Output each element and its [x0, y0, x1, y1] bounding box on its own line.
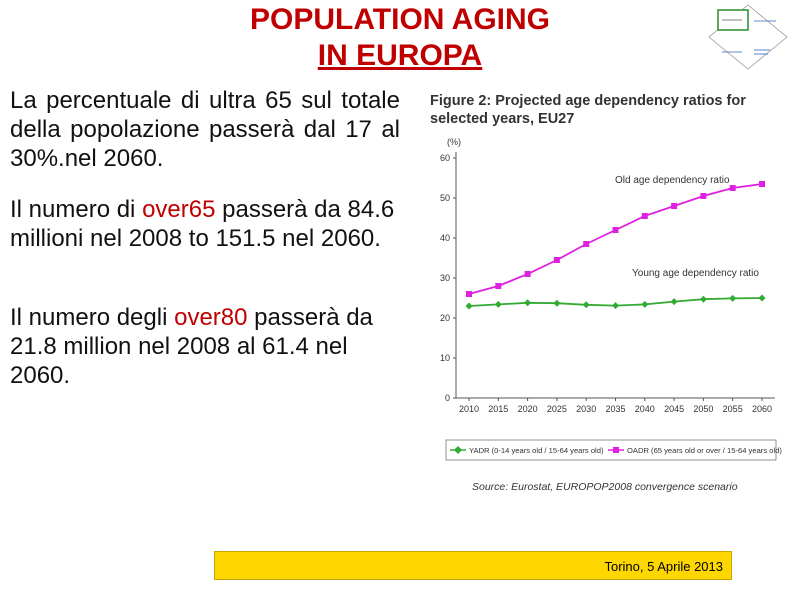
y-tick-label: 60 — [440, 153, 450, 163]
y-axis-label: (%) — [447, 137, 461, 147]
data-point-yadr — [729, 294, 737, 302]
data-point-yadr — [670, 298, 678, 306]
chart-legend: YADR (0-14 years old / 15-64 years old) … — [445, 439, 782, 461]
legend-marker-oadr — [613, 447, 619, 453]
para2-text-end: passerà da 84.6 millioni nel 2008 to 151… — [10, 196, 395, 252]
data-point-yadr — [582, 301, 590, 309]
y-tick-label: 10 — [440, 353, 450, 363]
chart-title-line-2: selected years, EU27 — [430, 111, 574, 127]
y-tick-label: 40 — [440, 233, 450, 243]
over65-highlight: over65 — [142, 196, 216, 223]
data-point-yadr — [465, 302, 473, 310]
data-point-oadr — [759, 181, 765, 187]
x-tick-label: 2055 — [723, 404, 743, 414]
data-point-oadr — [671, 203, 678, 209]
data-point-yadr — [641, 300, 649, 308]
para2-text: Il numero di — [10, 196, 143, 223]
x-tick-label: 2035 — [605, 404, 625, 414]
legend-oadr: OADR (65 years old or over / 15-64 years… — [627, 446, 782, 455]
y-tick-label: 50 — [440, 193, 450, 203]
data-point-oadr — [466, 291, 472, 297]
data-point-oadr — [641, 213, 648, 219]
data-point-oadr — [612, 227, 619, 233]
legend-marker-yadr — [454, 446, 462, 454]
data-point-oadr — [495, 283, 502, 289]
data-point-yadr — [553, 299, 561, 307]
data-point-yadr — [699, 295, 707, 303]
title-line-1: POPULATION AGING — [250, 3, 550, 36]
slide-title: POPULATION AGING IN EUROPA — [200, 2, 600, 74]
data-point-oadr — [553, 257, 560, 263]
age-dependency-chart: Figure 2: Projected age dependency ratio… — [430, 93, 782, 493]
title-line-2: IN EUROPA — [317, 39, 483, 72]
paragraph-over65-share: La percentuale di ultra 65 sul totale de… — [10, 87, 400, 172]
data-point-yadr — [524, 299, 532, 307]
data-point-oadr — [729, 185, 736, 191]
data-point-oadr — [524, 271, 531, 277]
series-label-old-age: Old age dependency ratio — [615, 175, 730, 186]
data-point-oadr — [583, 241, 590, 247]
paragraph-over80-number: Il numero degli over80 passerà da 21.8 m… — [10, 303, 400, 390]
x-tick-label: 2020 — [518, 404, 538, 414]
chart-source: Source: Eurostat, EUROPOP2008 convergenc… — [472, 481, 738, 493]
chart-title-line-1: Figure 2: Projected age dependency ratio… — [430, 93, 746, 109]
x-tick-label: 2015 — [488, 404, 508, 414]
x-tick-label: 2040 — [635, 404, 655, 414]
data-point-oadr — [700, 193, 707, 199]
paragraph-over65-number: Il numero di over65 passerà da 84.6 mill… — [10, 195, 400, 253]
data-point-yadr — [612, 302, 619, 310]
x-tick-label: 2050 — [693, 404, 713, 414]
x-tick-label: 2010 — [459, 404, 479, 414]
x-tick-label: 2060 — [752, 404, 772, 414]
x-tick-label: 2045 — [664, 404, 684, 414]
x-tick-label: 2025 — [547, 404, 567, 414]
x-tick-label: 2030 — [576, 404, 596, 414]
series-label-young-age: Young age dependency ratio — [632, 268, 759, 279]
y-tick-label: 0 — [445, 393, 450, 403]
footer-bar: Torino, 5 Aprile 2013 — [214, 551, 732, 580]
y-tick-label: 20 — [440, 313, 450, 323]
footer-date: Torino, 5 Aprile 2013 — [604, 559, 723, 574]
data-point-yadr — [494, 300, 502, 308]
para3-text: Il numero degli — [10, 304, 175, 331]
slide-navigation-thumbnail[interactable] — [708, 4, 788, 70]
para3-text-end: passerà da 21.8 million nel 2008 al 61.4… — [10, 304, 373, 389]
legend-yadr: YADR (0-14 years old / 15-64 years old) — [469, 446, 604, 455]
over80-highlight: over80 — [174, 304, 248, 331]
y-tick-label: 30 — [440, 273, 450, 283]
data-point-yadr — [758, 294, 766, 302]
